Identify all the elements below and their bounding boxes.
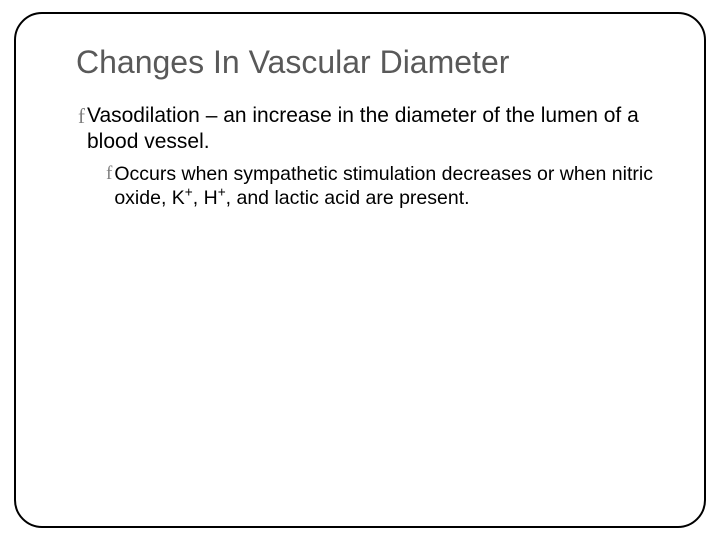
bullet-icon: f xyxy=(106,162,112,186)
bullet-icon: f xyxy=(78,103,85,129)
bullet-text: Occurs when sympathetic stimulation decr… xyxy=(114,162,654,211)
text-segment: , H xyxy=(193,187,218,209)
superscript: + xyxy=(185,184,193,199)
slide-title: Changes In Vascular Diameter xyxy=(76,44,654,81)
bullet-level1: f Vasodilation – an increase in the diam… xyxy=(78,103,654,156)
superscript: + xyxy=(218,184,226,199)
bullet-text: Vasodilation – an increase in the diamet… xyxy=(87,103,654,156)
text-segment: , and lactic acid are present. xyxy=(226,187,470,209)
bullet-level2: f Occurs when sympathetic stimulation de… xyxy=(106,162,654,211)
slide-frame: Changes In Vascular Diameter f Vasodilat… xyxy=(14,12,706,528)
